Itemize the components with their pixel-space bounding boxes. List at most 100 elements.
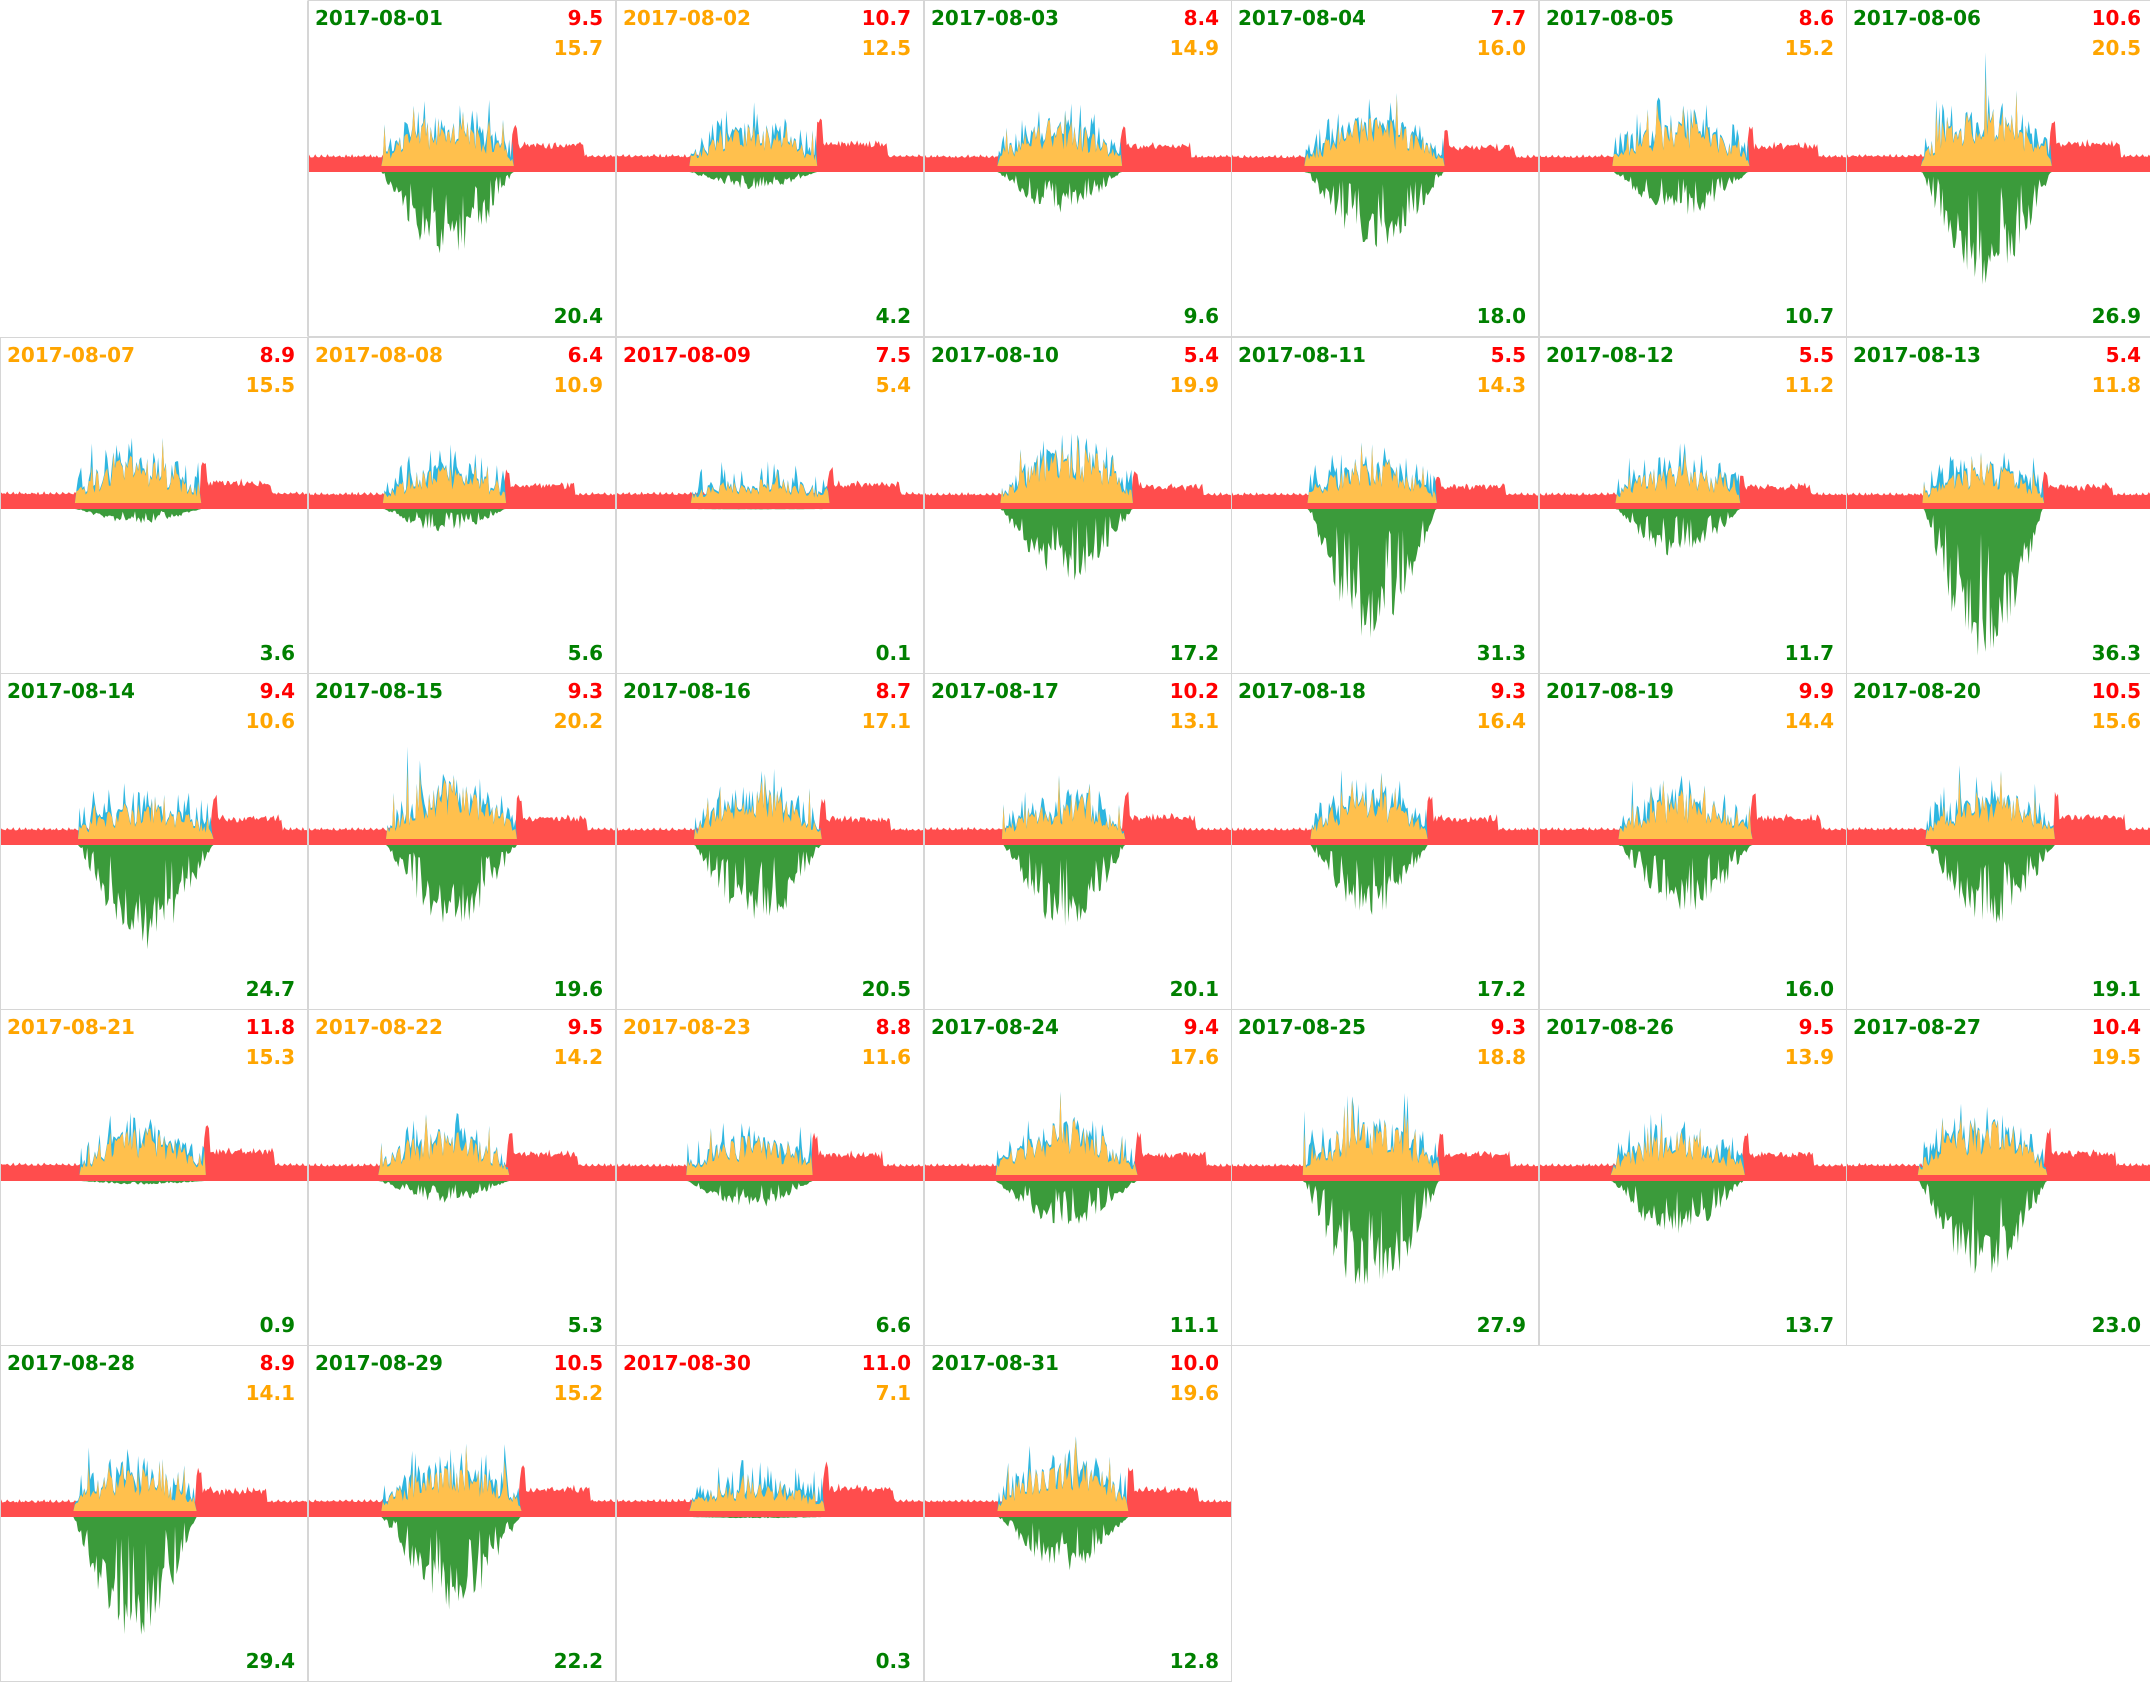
day-consumption-value: 8.7 <box>876 679 911 703</box>
production-area <box>617 845 924 919</box>
day-production-value: 27.9 <box>1477 1313 1526 1337</box>
day-date-label: 2017-08-13 <box>1853 343 1981 367</box>
production-area <box>1847 172 2150 285</box>
day-date-label: 2017-08-06 <box>1853 6 1981 30</box>
day-consumption-value: 8.6 <box>1799 6 1834 30</box>
production-area <box>925 1517 1232 1570</box>
day-self-consumption-value: 20.2 <box>554 709 603 733</box>
day-production-value: 12.8 <box>1170 1649 1219 1673</box>
day-production-value: 23.0 <box>2092 1313 2141 1337</box>
day-consumption-value: 8.9 <box>260 1351 295 1375</box>
day-consumption-value: 9.3 <box>568 679 603 703</box>
day-date-label: 2017-08-14 <box>7 679 135 703</box>
production-area <box>309 1517 616 1610</box>
production-area <box>617 1181 924 1207</box>
day-cell: 2017-08-02 10.7 12.5 4.2 <box>616 0 924 337</box>
day-date-label: 2017-08-25 <box>1238 1015 1366 1039</box>
day-consumption-value: 10.7 <box>862 6 911 30</box>
day-self-consumption-value: 14.4 <box>1785 709 1834 733</box>
production-area <box>1847 845 2150 923</box>
day-date-label: 2017-08-19 <box>1546 679 1674 703</box>
day-self-consumption-value: 15.2 <box>554 1381 603 1405</box>
day-production-value: 20.5 <box>862 977 911 1001</box>
day-consumption-value: 10.4 <box>2092 1015 2141 1039</box>
day-consumption-value: 10.2 <box>1170 679 1219 703</box>
day-consumption-value: 10.0 <box>1170 1351 1219 1375</box>
production-area <box>1847 1181 2150 1274</box>
day-consumption-value: 6.4 <box>568 343 603 367</box>
day-production-value: 26.9 <box>2092 304 2141 328</box>
day-production-value: 29.4 <box>246 1649 295 1673</box>
day-consumption-value: 5.5 <box>1491 343 1526 367</box>
day-consumption-value: 10.6 <box>2092 6 2141 30</box>
day-production-value: 20.1 <box>1170 977 1219 1001</box>
day-self-consumption-value: 15.3 <box>246 1045 295 1069</box>
day-consumption-value: 11.0 <box>862 1351 911 1375</box>
day-self-consumption-value: 13.1 <box>1170 709 1219 733</box>
day-date-label: 2017-08-31 <box>931 1351 1059 1375</box>
production-area <box>309 509 616 531</box>
day-self-consumption-value: 11.6 <box>862 1045 911 1069</box>
day-production-value: 5.3 <box>568 1313 603 1337</box>
day-date-label: 2017-08-01 <box>315 6 443 30</box>
day-date-label: 2017-08-21 <box>7 1015 135 1039</box>
production-area <box>1 509 308 523</box>
production-area <box>1847 509 2150 656</box>
day-date-label: 2017-08-04 <box>1238 6 1366 30</box>
empty-day-cell <box>0 0 308 337</box>
day-consumption-value: 8.9 <box>260 343 295 367</box>
day-consumption-value: 9.9 <box>1799 679 1834 703</box>
day-self-consumption-value: 19.5 <box>2092 1045 2141 1069</box>
day-date-label: 2017-08-29 <box>315 1351 443 1375</box>
day-production-value: 24.7 <box>246 977 295 1001</box>
day-consumption-value: 11.8 <box>246 1015 295 1039</box>
day-self-consumption-value: 12.5 <box>862 36 911 60</box>
day-production-value: 6.6 <box>876 1313 911 1337</box>
day-self-consumption-value: 16.0 <box>1477 36 1526 60</box>
day-date-label: 2017-08-10 <box>931 343 1059 367</box>
production-area <box>1232 1181 1539 1285</box>
day-consumption-value: 9.5 <box>1799 1015 1834 1039</box>
day-date-label: 2017-08-09 <box>623 343 751 367</box>
day-production-value: 9.6 <box>1184 304 1219 328</box>
production-area <box>1540 1181 1847 1234</box>
production-area <box>1 1181 308 1185</box>
production-area <box>617 1517 924 1518</box>
day-date-label: 2017-08-27 <box>1853 1015 1981 1039</box>
day-consumption-value: 9.5 <box>568 1015 603 1039</box>
production-area <box>1540 172 1847 215</box>
day-production-value: 4.2 <box>876 304 911 328</box>
day-date-label: 2017-08-22 <box>315 1015 443 1039</box>
day-date-label: 2017-08-16 <box>623 679 751 703</box>
day-date-label: 2017-08-20 <box>1853 679 1981 703</box>
day-date-label: 2017-08-02 <box>623 6 751 30</box>
day-production-value: 3.6 <box>260 641 295 665</box>
day-production-value: 0.9 <box>260 1313 295 1337</box>
day-consumption-value: 10.5 <box>2092 679 2141 703</box>
day-date-label: 2017-08-11 <box>1238 343 1366 367</box>
day-production-value: 0.1 <box>876 641 911 665</box>
day-date-label: 2017-08-26 <box>1546 1015 1674 1039</box>
production-area <box>1232 845 1539 915</box>
day-self-consumption-value: 7.1 <box>876 1381 911 1405</box>
day-consumption-value: 9.3 <box>1491 1015 1526 1039</box>
day-self-consumption-value: 10.9 <box>554 373 603 397</box>
day-consumption-value: 10.5 <box>554 1351 603 1375</box>
day-consumption-value: 9.3 <box>1491 679 1526 703</box>
day-consumption-value: 8.8 <box>876 1015 911 1039</box>
